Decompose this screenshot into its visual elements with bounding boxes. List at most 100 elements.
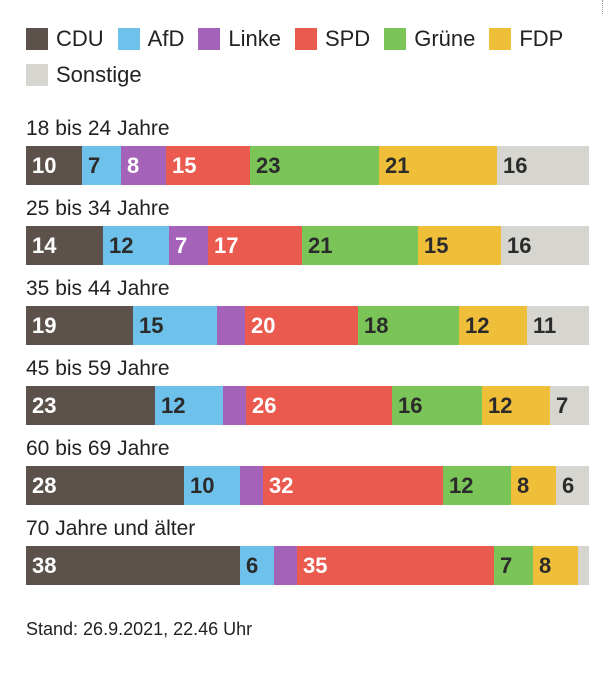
bar-segment-linke: 7 [169,226,208,265]
legend-item-cdu: CDU [26,26,104,52]
data-label: 16 [507,232,532,258]
legend-label: AfD [147,26,185,51]
data-label: 15 [139,312,164,338]
age-group-row: 45 bis 59 Jahre 23 12 26 16 12 7 [26,352,589,432]
data-label: 38 [32,552,57,578]
data-label: 12 [109,232,134,258]
legend-swatch [489,28,512,50]
legend-label: CDU [56,26,104,51]
legend-swatch [384,28,407,50]
legend-label: Sonstige [56,62,142,87]
stacked-bar: 28 10 32 12 8 6 [26,466,589,505]
data-label: 23 [256,152,281,178]
stacked-bar: 23 12 26 16 12 7 [26,386,589,425]
bar-segment-grüne: 18 [358,306,459,345]
age-group-label: 35 bis 44 Jahre [26,277,170,300]
data-label: 10 [32,152,57,178]
bar-segment-cdu: 28 [26,466,184,505]
bar-segment-sonstige [578,546,589,585]
bar-segment-cdu: 10 [26,146,82,185]
bar-segment-afd: 7 [82,146,121,185]
legend-label: SPD [324,26,371,51]
data-label: 19 [32,312,57,338]
bar-segment-spd: 20 [245,306,358,345]
bar-segment-afd: 10 [184,466,240,505]
bar-segment-fdp: 21 [379,146,497,185]
stacked-bar: 14 12 7 17 21 15 16 [26,226,589,265]
data-label: 26 [252,392,277,418]
bar-segment-sonstige: 16 [497,146,589,185]
bar-segment-sonstige: 16 [501,226,589,265]
bar-segment-cdu: 23 [26,386,155,425]
data-label: 21 [385,152,410,178]
bar-segment-afd: 12 [155,386,223,425]
age-group-label: 70 Jahre und älter [26,517,196,540]
age-group-row: 60 bis 69 Jahre 28 10 32 12 8 6 [26,432,589,512]
bar-segment-fdp: 8 [511,466,556,505]
data-label: 12 [449,472,474,498]
bar-segment-grüne: 12 [443,466,511,505]
bar-segment-cdu: 19 [26,306,133,345]
bar-segment-fdp: 12 [459,306,527,345]
bar-segment-fdp: 15 [418,226,501,265]
legend-label: FDP [519,26,564,51]
data-label: 35 [303,552,328,578]
data-label: 12 [465,312,490,338]
bar-segment-grüne: 23 [250,146,379,185]
age-group-row: 25 bis 34 Jahre 14 12 7 17 21 15 16 [26,192,589,272]
data-label: 21 [308,232,333,258]
legend-item-grüne: Grüne [384,26,475,52]
legend-label: Linke [228,26,281,51]
legend-item-sonstige: Sonstige [26,62,142,88]
bar-segment-spd: 17 [208,226,302,265]
bar-segment-grüne: 7 [494,546,533,585]
top-divider [602,0,603,14]
bar-segment-linke: 8 [121,146,166,185]
data-label: 28 [32,472,57,498]
bar-segment-linke [223,386,246,425]
bar-segment-spd: 35 [297,546,494,585]
data-label: 7 [175,232,188,258]
bar-segment-linke [240,466,263,505]
bar-segment-linke [217,306,245,345]
data-label: 15 [424,232,449,258]
bar-segment-grüne: 21 [302,226,418,265]
bar-segment-fdp: 8 [533,546,578,585]
timestamp-note: Stand: 26.9.2021, 22.46 Uhr [26,619,253,639]
age-group-label: 45 bis 59 Jahre [26,357,170,380]
bar-segment-linke [274,546,297,585]
bar-segment-spd: 15 [166,146,250,185]
data-label: 8 [539,552,552,578]
legend-item-fdp: FDP [489,26,563,52]
data-label: 11 [533,312,557,338]
bar-segment-spd: 32 [263,466,443,505]
age-group-label: 18 bis 24 Jahre [26,117,170,140]
bar-segment-sonstige: 6 [556,466,589,505]
legend-item-linke: Linke [198,26,281,52]
bar-segment-afd: 12 [103,226,169,265]
data-label: 8 [517,472,530,498]
data-label: 7 [556,392,569,418]
stacked-bar: 38 6 35 7 8 [26,546,589,585]
data-label: 7 [500,552,513,578]
data-label: 32 [269,472,294,498]
data-label: 12 [488,392,513,418]
bar-segment-fdp: 12 [482,386,550,425]
legend-swatch [198,28,221,50]
age-group-row: 70 Jahre und älter 38 6 35 7 8 [26,512,589,592]
age-group-label: 60 bis 69 Jahre [26,437,170,460]
age-group-row: 18 bis 24 Jahre 10 7 8 15 23 21 16 [26,112,589,192]
bar-segment-cdu: 38 [26,546,240,585]
data-label: 14 [32,232,57,258]
data-label: 18 [364,312,389,338]
data-label: 16 [503,152,528,178]
data-label: 10 [190,472,215,498]
data-label: 23 [32,392,57,418]
legend-swatch [117,28,140,50]
data-label: 16 [398,392,423,418]
data-label: 17 [214,232,239,258]
stacked-bar-chart: 18 bis 24 Jahre 10 7 8 15 23 21 16 25 bis 34 Jah… [26,112,589,592]
data-label: 15 [172,152,197,178]
bar-segment-spd: 26 [246,386,392,425]
bar-segment-afd: 15 [133,306,217,345]
